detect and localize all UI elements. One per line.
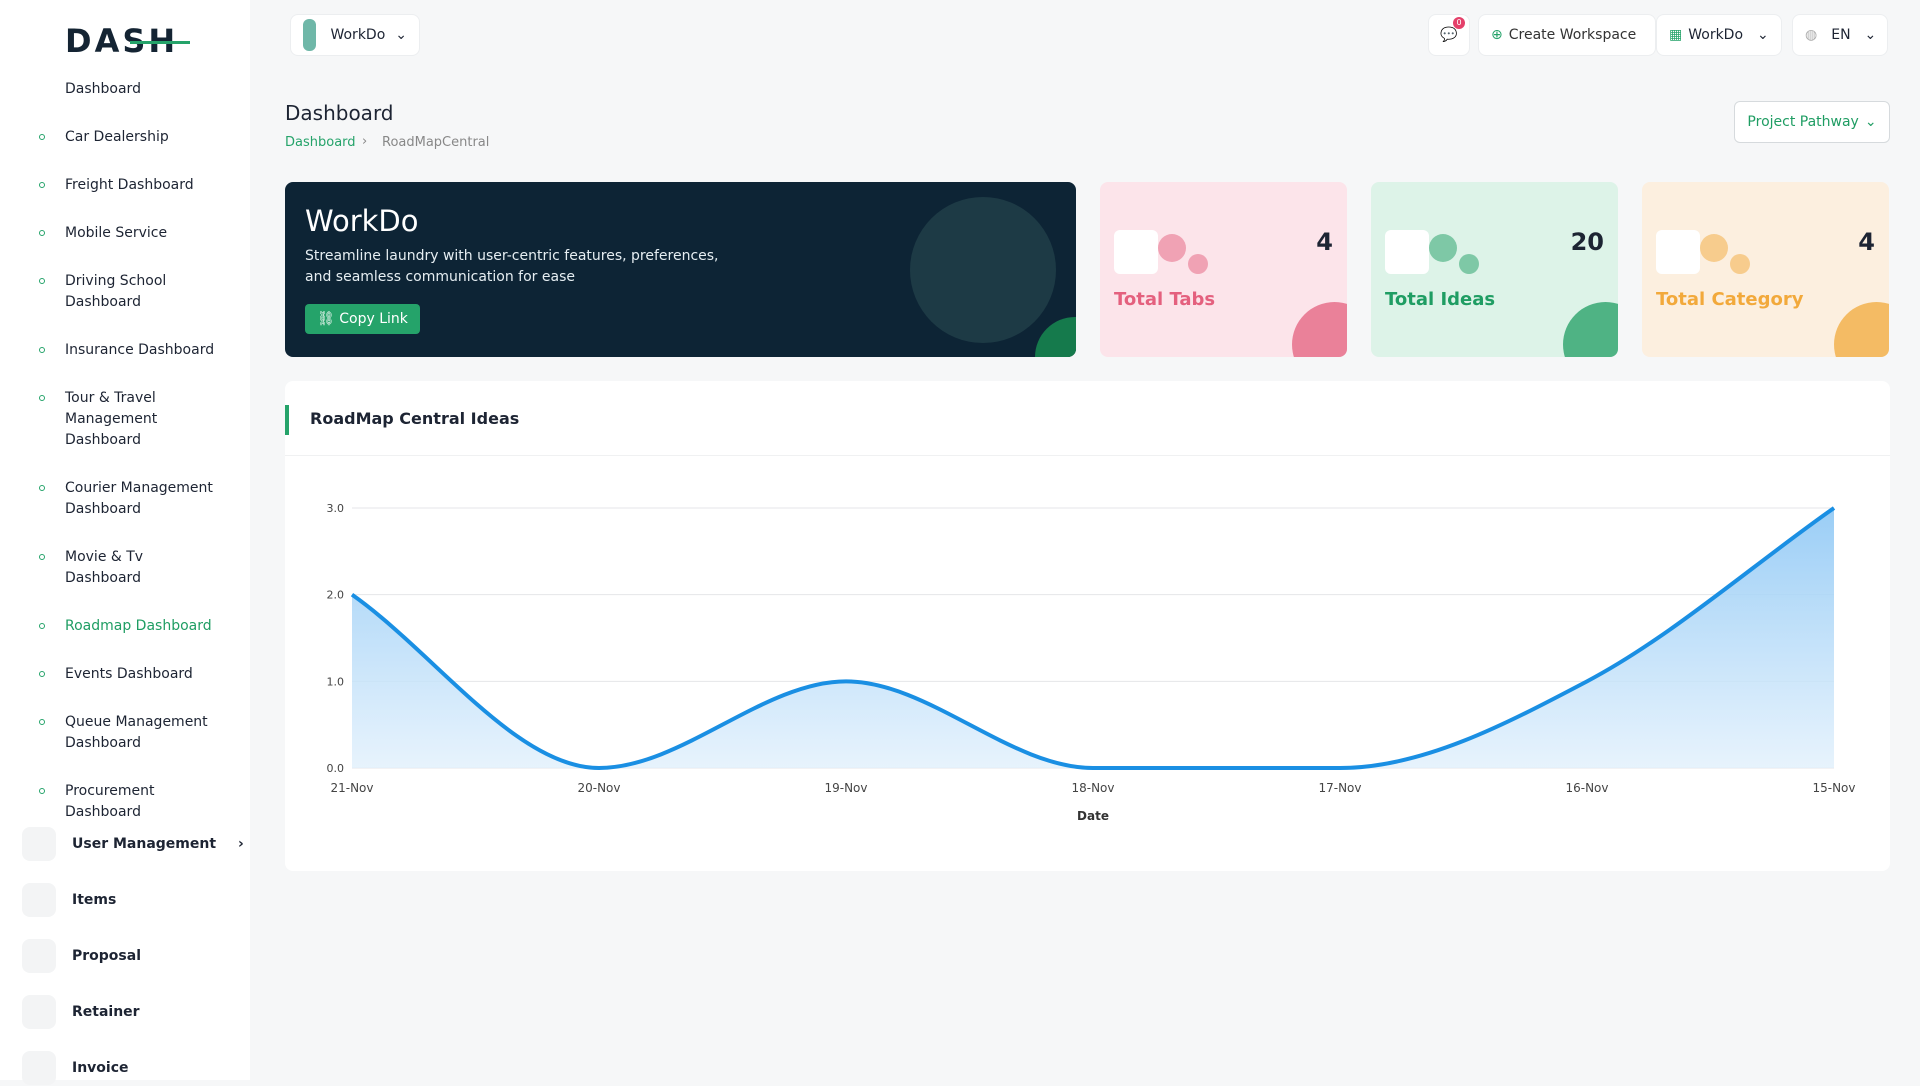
card-bubble [1158,234,1186,262]
y-tick-label: 2.0 [327,589,345,602]
nav-item[interactable]: Mobile Service [39,223,215,244]
stat-card: Total Ideas 20 [1371,182,1618,357]
card-value: 4 [1858,228,1875,256]
stat-card: Total Tabs 4 [1100,182,1347,357]
y-tick-label: 3.0 [327,502,345,515]
filter[interactable]: Project Pathway ⌄ [1734,101,1890,143]
banner: WorkDo Streamline laundry with user-cent… [285,182,1076,357]
sidebar: DASH Dashboard Car Dealership Freight Dash… [0,0,250,1085]
chart: Date 0.0 1.0 2.0 3.0 21-Nov 20-Nov 19-Nov 18-No… [327,502,1856,823]
workspace-select[interactable]: WorkDo ⌄ [290,14,420,56]
nav-item[interactable]: Car Dealership [39,127,215,148]
workspace: WorkDo [330,27,386,43]
y-tick-label: 1.0 [327,675,345,688]
card-icon [1656,230,1700,274]
notifications[interactable]: 💬 0 [1428,14,1470,56]
y-tick-label: 0.0 [327,762,345,775]
nav-item[interactable]: Events Dashboard [39,664,215,685]
x-tick-label: 17-Nov [1318,781,1361,795]
nav-item[interactable]: Insurance Dashboard [39,340,215,361]
menu-item[interactable]: Retainer [22,994,140,1030]
menu-item[interactable]: Invoice [22,1050,129,1086]
x-tick-label: 19-Nov [824,781,867,795]
card-corner [1292,302,1347,357]
card-corner [1834,302,1889,357]
breadcrumb: RoadMapCentral [382,135,490,150]
card-value: 4 [1316,228,1333,256]
menu-label: Items [72,892,117,908]
card-label: Total Ideas [1385,289,1496,310]
copy-label: Copy Link [339,311,408,327]
nav-item[interactable]: Tour & Travel Management Dashboard [39,388,215,451]
breadcrumb[interactable]: Dashboard [285,135,356,150]
menu-label: Invoice [72,1060,129,1076]
create: Create Workspace [1508,27,1637,43]
nav-item[interactable]: Procurement Dashboard [39,781,215,823]
badge: 0 [1453,17,1465,29]
menu-item[interactable]: Proposal [22,938,141,974]
account[interactable]: ▦ WorkDo ⌄ [1656,14,1782,56]
nav-item[interactable]: Queue Management Dashboard [39,712,215,754]
card-label: Total Category [1656,289,1804,310]
menu-item[interactable]: User Management › [22,826,244,862]
menu-label: Proposal [72,948,142,964]
chart-card: RoadMap Central Ideas Date 0.0 1.0 2.0 3.0 2… [285,381,1890,871]
logo-bar [130,41,190,44]
card-bubble [1730,254,1750,274]
area [352,508,1834,768]
x-axis-label: Date [1077,809,1109,823]
nav-item[interactable]: Courier Management Dashboard [39,478,215,520]
nav-item[interactable]: Driving School Dashboard [39,271,215,313]
filter-label: Project Pathway [1747,114,1859,130]
x-tick-label: 16-Nov [1565,781,1608,795]
nav-item[interactable]: Dashboard [65,81,141,97]
lang: EN [1831,27,1851,43]
x-tick-label: 18-Nov [1071,781,1114,795]
x-tick-label: 15-Nov [1812,781,1855,795]
card-bubble [1188,254,1208,274]
menu-item[interactable]: Items [22,882,116,918]
line [350,506,1836,771]
language[interactable]: ◍ EN ⌄ [1792,14,1888,56]
chart-title: RoadMap Central Ideas [310,409,520,428]
card-value: 20 [1570,228,1604,256]
x-tick-label: 20-Nov [577,781,620,795]
card-bubble [1429,234,1457,262]
copy-link[interactable]: ⛓ Copy Link [305,304,420,334]
card-bubble [1700,234,1728,262]
banner-text: Streamline laundry with user-centric fea… [305,248,719,285]
create-workspace[interactable]: ⊕ Create Workspace [1478,14,1656,56]
x-tick-label: 21-Nov [330,781,373,795]
card-bubble [1459,254,1479,274]
card-icon [1114,230,1158,274]
card-icon [1385,230,1429,274]
banner-title: WorkDo [305,204,419,238]
nav-item[interactable]: Movie & Tv Dashboard [39,547,215,589]
account-name: WorkDo [1688,27,1744,43]
page-title: Dashboard [285,101,394,125]
banner-art [910,197,1056,343]
card-label: Total Tabs [1114,289,1216,310]
menu-label: User Management [72,836,217,852]
stat-card: Total Category 4 [1642,182,1889,357]
menu-label: Retainer [72,1004,140,1020]
nav-item[interactable]: Roadmap Dashboard [39,616,215,637]
nav-item[interactable]: Freight Dashboard [39,175,215,196]
card-corner [1563,302,1618,357]
